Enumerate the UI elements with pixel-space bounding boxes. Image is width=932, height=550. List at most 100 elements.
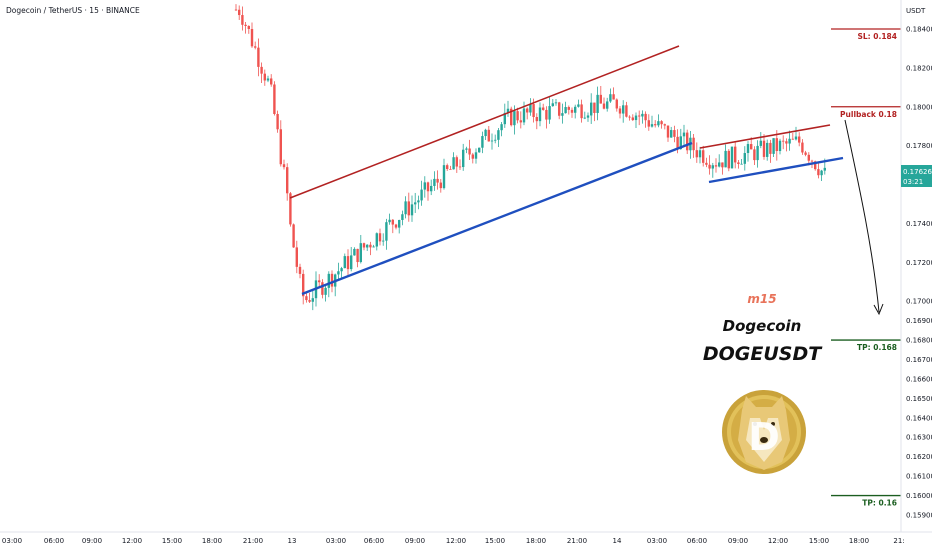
candle-body: [753, 149, 756, 161]
candle-body: [260, 66, 263, 74]
target-levels: SL: 0.184 Pullback 0.18 TP: 0.168 TP: 0.16: [831, 28, 901, 508]
candle-body: [782, 140, 785, 142]
candle-body: [814, 161, 817, 170]
x-tick-label: 15:00: [485, 537, 505, 545]
candle-body: [695, 150, 698, 158]
candle-body: [484, 129, 487, 137]
candle-body: [570, 109, 574, 113]
candle-body: [462, 149, 465, 168]
candle-body: [308, 300, 311, 302]
candle-body: [350, 255, 353, 270]
candle-body: [718, 162, 721, 167]
candle-body: [423, 182, 426, 190]
candle-body: [529, 104, 532, 113]
candle-body: [676, 136, 679, 150]
candle-body: [257, 47, 260, 67]
candle-body: [660, 121, 663, 125]
candle-body: [404, 201, 407, 215]
last-price-value: 0.17626: [903, 168, 932, 176]
candle-body: [762, 140, 766, 157]
candle-body: [673, 130, 676, 137]
candle-body: [657, 121, 660, 126]
candle-body: [503, 112, 506, 125]
candle-body: [458, 166, 462, 168]
candle-body: [561, 113, 564, 116]
candle-body: [650, 124, 654, 127]
candle-body: [401, 214, 404, 221]
candle-body: [551, 103, 554, 107]
candle-body: [545, 109, 548, 120]
candle-body: [452, 157, 455, 170]
candle-body: [766, 142, 769, 157]
candle-body: [730, 146, 734, 169]
candle-body: [366, 244, 369, 248]
candle-body: [772, 138, 775, 154]
candle-body: [686, 132, 689, 151]
candle-body: [785, 141, 788, 144]
candle-body: [449, 168, 452, 170]
candle-body: [510, 108, 513, 126]
candle-body: [702, 150, 705, 163]
candle-body: [324, 287, 327, 295]
candle-body: [439, 182, 442, 189]
candle-body: [599, 94, 602, 104]
x-tick-label: 03:00: [647, 537, 667, 545]
candle-body: [558, 102, 561, 116]
projection-arrow-head: [873, 303, 884, 316]
level-label: Pullback 0.18: [840, 110, 897, 119]
trendlines: [289, 45, 884, 316]
candle-body: [638, 115, 641, 117]
candle-body: [602, 103, 606, 109]
candle-body: [305, 296, 308, 301]
last-price-tag[interactable]: 0.17626 03:21: [901, 165, 932, 187]
candle-body: [410, 204, 414, 216]
support-trendline-main: [301, 141, 693, 296]
candle-body: [583, 117, 586, 119]
candle-body: [759, 140, 762, 146]
candle-body: [270, 78, 273, 85]
candle-body: [794, 136, 798, 140]
support-trendline-small: [708, 156, 844, 184]
candle-body: [804, 152, 807, 155]
candle-body: [567, 107, 570, 110]
candle-body: [490, 140, 494, 142]
candle-body: [641, 113, 644, 117]
candle-body: [426, 182, 430, 192]
candle-body: [481, 136, 484, 148]
level-label: TP: 0.16: [862, 499, 897, 508]
candle-body: [801, 142, 804, 153]
candle-body: [670, 130, 673, 138]
candle-body: [698, 150, 702, 158]
x-tick-label: 09:00: [405, 537, 425, 545]
candle-body: [756, 145, 759, 161]
candle-body: [577, 104, 580, 107]
candle-body: [609, 94, 612, 102]
x-tick-label: 06:00: [44, 537, 64, 545]
candle-body: [420, 189, 423, 201]
x-tick-label: 09:00: [82, 537, 102, 545]
candle-body: [807, 154, 810, 161]
candle-body: [474, 152, 478, 159]
candle-body: [778, 140, 782, 152]
candle-body: [337, 271, 340, 275]
candle-body: [487, 129, 490, 142]
candle-body: [810, 160, 814, 162]
resistance-trendline-main: [289, 45, 680, 199]
candle-body: [631, 117, 634, 121]
candle-body: [721, 162, 724, 168]
x-tick-label: 06:00: [687, 537, 707, 545]
x-tick-label: 12:00: [446, 537, 466, 545]
candle-body: [369, 244, 372, 248]
currency-label: USDT: [906, 7, 926, 15]
